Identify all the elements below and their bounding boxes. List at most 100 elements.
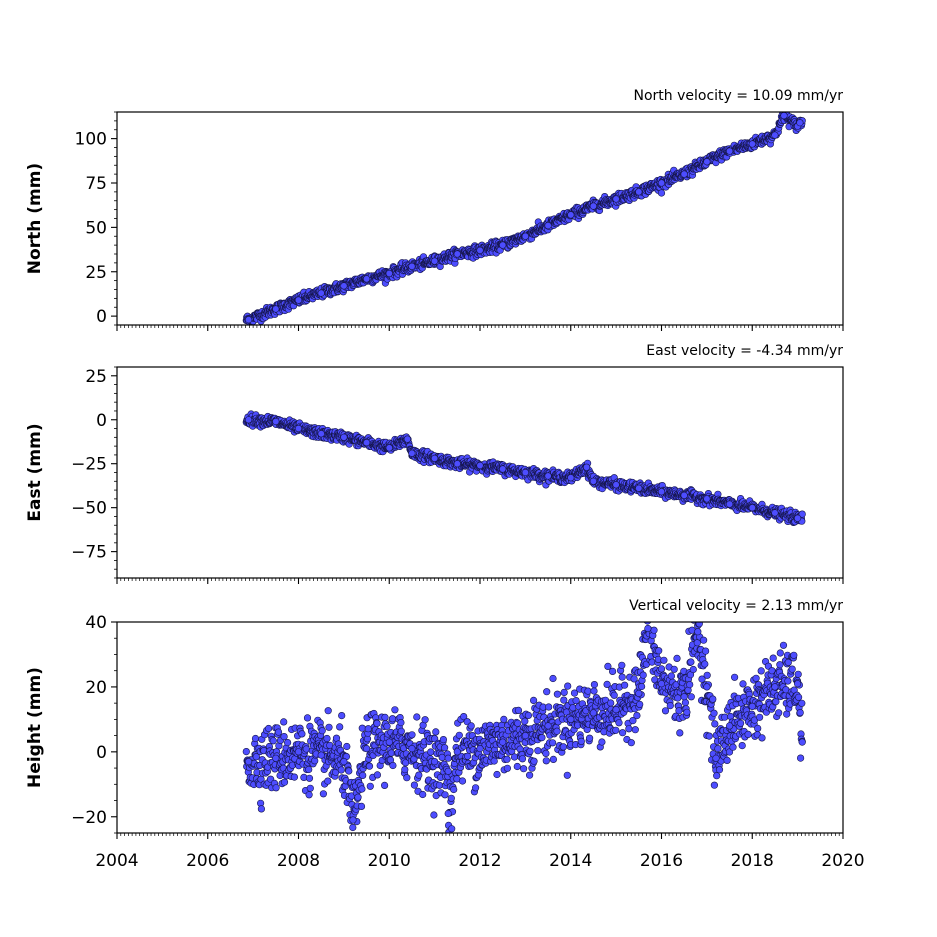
- east-key-point: [680, 491, 688, 500]
- height-scatter-cloud: [242, 622, 806, 833]
- height-data-point: [776, 649, 784, 657]
- height-data-point: [450, 785, 458, 794]
- height-xtick-label: 2004: [95, 851, 138, 871]
- height-data-point: [714, 744, 722, 753]
- east-key-point: [589, 477, 598, 485]
- height-data-point: [768, 667, 776, 675]
- north-key-point: [317, 289, 325, 297]
- height-data-point: [383, 722, 391, 730]
- height-data-point: [381, 781, 389, 790]
- height-data-point: [349, 823, 357, 832]
- height-data-point: [490, 757, 498, 765]
- north-key-point: [748, 140, 756, 148]
- height-key-point: [612, 705, 620, 714]
- height-data-point: [553, 690, 562, 698]
- height-xtick-label: 2008: [277, 851, 320, 871]
- height-data-point: [629, 716, 637, 725]
- east-ytick-label: 0: [96, 411, 107, 431]
- height-data-point: [252, 753, 260, 761]
- height-data-point: [784, 658, 792, 667]
- east-key-point: [657, 488, 666, 496]
- height-ytick-label: 0: [96, 743, 107, 763]
- height-data-point: [738, 741, 746, 750]
- east-key-point: [793, 514, 802, 522]
- east-key-point: [340, 433, 348, 441]
- east-key-point: [725, 500, 734, 508]
- east-key-point: [476, 461, 484, 470]
- height-data-point: [549, 755, 558, 764]
- height-xtick-label: 2012: [458, 851, 501, 871]
- height-data-point: [439, 735, 448, 744]
- height-data-point: [666, 701, 674, 710]
- height-data-point: [458, 777, 467, 785]
- north-key-point: [476, 246, 484, 254]
- east-key-point: [272, 417, 280, 426]
- height-xtick-label: 2006: [186, 851, 229, 871]
- height-data-point: [620, 681, 629, 689]
- height-data-point: [701, 660, 709, 668]
- height-data-point: [500, 715, 508, 724]
- height-key-point: [317, 751, 325, 759]
- height-data-point: [345, 767, 353, 775]
- east-key-point: [317, 430, 325, 438]
- height-key-point: [272, 754, 280, 762]
- height-key-point: [544, 722, 552, 730]
- height-data-point: [779, 641, 788, 649]
- height-data-point: [590, 680, 599, 689]
- height-data-point: [655, 647, 663, 655]
- height-data-point: [553, 727, 561, 735]
- height-data-point: [736, 719, 745, 727]
- east-key-point: [567, 474, 575, 482]
- height-data-point: [667, 672, 676, 680]
- height-data-point: [703, 671, 711, 679]
- east-ylabel: East (mm): [25, 423, 45, 521]
- height-data-point: [744, 730, 752, 739]
- north-ytick-label: 25: [85, 263, 107, 283]
- height-data-point: [337, 766, 345, 774]
- east-panel: −75 −50 −25 0 25 East velocity = -4.34 mm/yr E…: [25, 343, 844, 584]
- height-data-point: [338, 711, 346, 720]
- height-data-point: [615, 719, 623, 727]
- height-data-point: [695, 622, 703, 628]
- height-ylabel: Height (mm): [25, 667, 45, 788]
- height-data-point: [542, 749, 550, 758]
- height-data-point: [709, 695, 717, 703]
- height-key-point: [294, 748, 303, 756]
- height-data-point: [545, 703, 553, 711]
- height-xtick-label: 2020: [821, 851, 864, 871]
- height-key-point: [431, 757, 439, 766]
- height-data-point: [577, 737, 585, 746]
- height-data-point: [794, 693, 803, 701]
- height-data-point: [503, 764, 512, 772]
- height-data-point: [364, 725, 372, 733]
- height-data-point: [711, 720, 719, 728]
- height-data-point: [569, 704, 577, 712]
- height-data-point: [610, 691, 618, 699]
- north-key-point: [635, 188, 643, 196]
- height-data-point: [776, 661, 784, 669]
- height-data-point: [757, 667, 765, 675]
- north-key-point: [680, 170, 688, 178]
- height-data-point: [633, 711, 641, 720]
- height-data-point: [391, 706, 399, 714]
- height-data-point: [441, 791, 449, 799]
- height-data-point: [657, 665, 666, 673]
- north-key-point: [272, 305, 280, 313]
- height-data-point: [358, 724, 366, 732]
- height-data-point: [447, 794, 455, 802]
- east-key-point: [521, 468, 530, 477]
- height-data-point: [265, 724, 273, 733]
- height-data-point: [493, 770, 501, 779]
- height-data-point: [715, 766, 724, 774]
- height-data-point: [284, 738, 292, 747]
- height-data-point: [675, 707, 683, 715]
- height-data-point: [303, 714, 312, 722]
- height-data-point: [560, 696, 568, 704]
- north-key-point: [453, 250, 461, 258]
- height-data-point: [388, 715, 397, 723]
- height-data-point: [796, 754, 805, 762]
- height-data-point: [366, 782, 374, 790]
- height-ytick-label: −20: [71, 808, 107, 828]
- height-data-point: [608, 667, 617, 676]
- height-data-point: [397, 718, 405, 727]
